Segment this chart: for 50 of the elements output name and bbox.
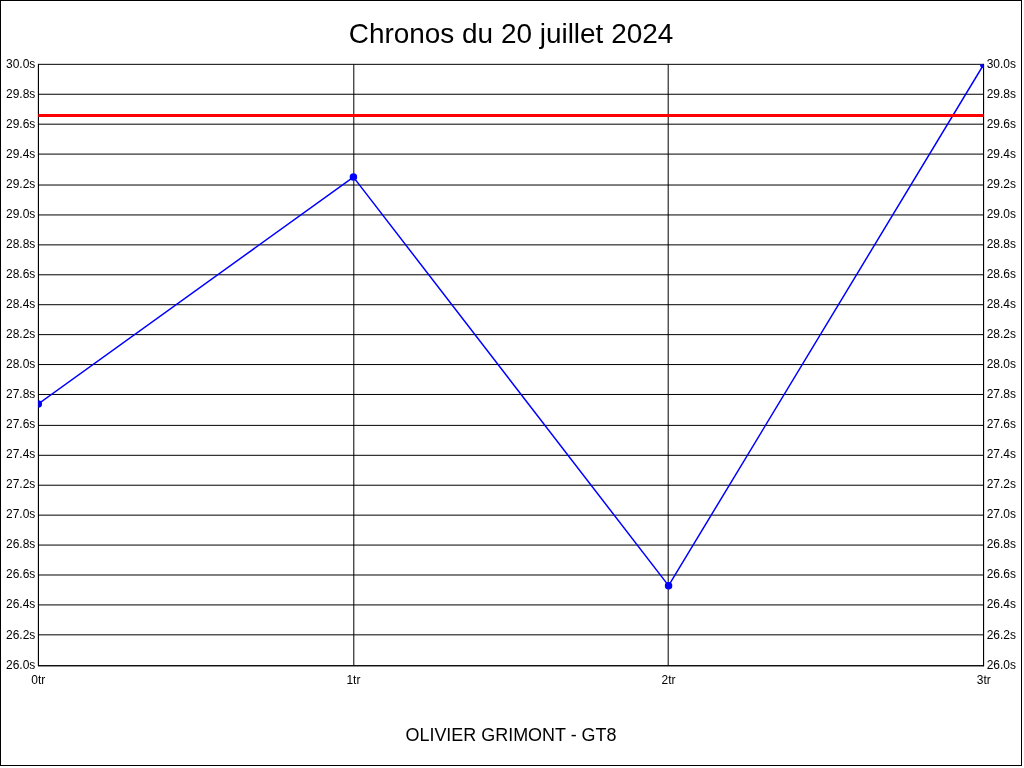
y2-tick-label: 27.8s: [986, 387, 1017, 402]
y-tick-label: 28.0s: [6, 357, 36, 372]
x-axis-title: OLIVIER GRIMONT - GT8: [405, 725, 617, 746]
y-tick-label: 29.6s: [6, 116, 36, 131]
point: [349, 173, 358, 181]
y-tick-label: 28.8s: [6, 236, 36, 251]
y-tick-label: 27.6s: [6, 417, 36, 432]
y2-tick-label: 26.4s: [986, 597, 1017, 612]
y2-tick-label: 27.0s: [986, 507, 1017, 522]
y2-tick-label: 29.4s: [986, 146, 1017, 161]
y-tick-label: 29.0s: [6, 206, 36, 221]
y2-tick-label: 27.2s: [986, 477, 1017, 492]
y2-tick-label: 29.8s: [986, 86, 1017, 101]
y2-tick-label: 27.4s: [986, 447, 1017, 462]
x-tick-label: 3tr: [976, 672, 991, 687]
y2-tick-label: 27.6s: [986, 417, 1017, 432]
y-tick-label: 27.4s: [6, 447, 36, 462]
y-tick-label: 26.8s: [6, 537, 36, 552]
y-tick-label: 26.4s: [6, 597, 36, 612]
y2-tick-label: 29.2s: [986, 176, 1017, 191]
y-tick-label: 27.8s: [6, 387, 36, 402]
y2-tick-label: 28.4s: [986, 297, 1017, 312]
y-tick-label: 26.6s: [6, 567, 36, 582]
y2-tick-label: 26.0s: [986, 657, 1017, 672]
y-tick-label: 28.2s: [6, 327, 36, 342]
y-tick-label: 28.6s: [6, 267, 36, 282]
chart-title: Chronos du 20 juillet 2024: [348, 18, 674, 50]
y2-tick-label: 28.2s: [986, 327, 1017, 342]
y-tick-label: 29.4s: [6, 146, 36, 161]
y-tick-label: 30.0s: [6, 56, 36, 71]
x-tick-label: 2tr: [661, 672, 676, 687]
y2-tick-label: 29.6s: [986, 116, 1017, 131]
y2-tick-label: 28.8s: [986, 236, 1017, 251]
x-tick-label: 1tr: [346, 672, 361, 687]
y2-tick-label: 30.0s: [986, 56, 1017, 71]
y2-tick-label: 29.0s: [986, 206, 1017, 221]
y-tick-label: 27.2s: [6, 477, 36, 492]
y2-tick-label: 26.2s: [986, 627, 1017, 642]
y-tick-label: 29.8s: [6, 86, 36, 101]
y-tick-label: 27.0s: [6, 507, 36, 522]
x-tick-label: 0tr: [31, 672, 46, 687]
y2-tick-label: 26.6s: [986, 567, 1017, 582]
y2-tick-label: 26.8s: [986, 537, 1017, 552]
y-tick-label: 29.2s: [6, 176, 36, 191]
y-tick-label: 28.4s: [6, 297, 36, 312]
point: [664, 581, 673, 590]
y2-tick-label: 28.0s: [986, 357, 1017, 372]
y-tick-label: 26.0s: [6, 657, 36, 672]
y2-tick-label: 28.6s: [986, 267, 1017, 282]
y-tick-label: 26.2s: [6, 627, 36, 642]
